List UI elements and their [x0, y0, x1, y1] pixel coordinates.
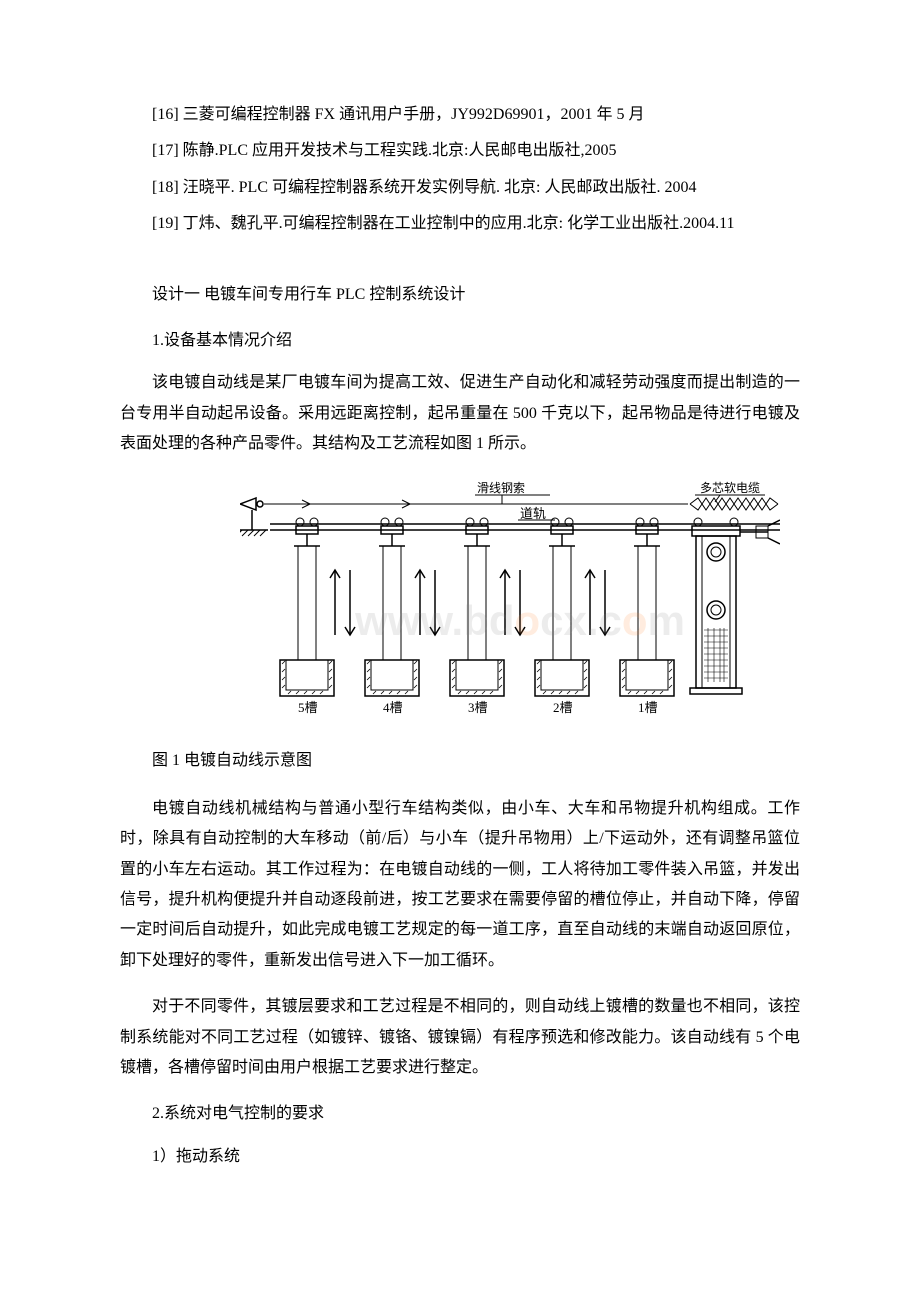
subheading-2: 2.系统对电气控制的要求	[120, 1099, 800, 1129]
tank-label-3: 3槽	[468, 700, 488, 715]
figure-1: 滑线钢索 多芯软电缆 道轨	[240, 480, 800, 730]
tanks	[280, 660, 674, 696]
reference-18: [18] 汪晓平. PLC 可编程控制器系统开发实例导航. 北京: 人民邮政出版…	[120, 173, 800, 203]
label-cable-right: 多芯软电缆	[700, 481, 760, 495]
paragraph-3: 对于不同零件，其镀层要求和工艺过程是不相同的，则自动线上镀槽的数量也不相同，该控…	[120, 992, 800, 1083]
subheading-1: 1.设备基本情况介绍	[120, 326, 800, 356]
label-cable-left: 滑线钢索	[477, 481, 525, 495]
diagram-svg: 滑线钢索 多芯软电缆 道轨	[240, 480, 780, 730]
paragraph-1: 该电镀自动线是某厂电镀车间为提高工效、促进生产自动化和减轻劳动强度而提出制造的一…	[120, 368, 800, 459]
subheading-3: 1）拖动系统	[120, 1142, 800, 1172]
hoist-column	[690, 518, 742, 694]
label-track: 道轨	[520, 506, 546, 521]
tank-label-1: 1槽	[638, 700, 658, 715]
cable-coil	[690, 498, 778, 510]
section-title: 设计一 电镀车间专用行车 PLC 控制系统设计	[120, 280, 800, 310]
tank-label-5: 5槽	[298, 700, 318, 715]
paragraph-2: 电镀自动线机械结构与普通小型行车结构类似，由小车、大车和吊物提升机构组成。工作时…	[120, 794, 800, 976]
reference-16: [16] 三菱可编程控制器 FX 通讯用户手册，JY992D69901，2001…	[120, 100, 800, 130]
arrows	[330, 570, 610, 635]
reference-19: [19] 丁炜、魏孔平.可编程控制器在工业控制中的应用.北京: 化学工业出版社.…	[120, 209, 800, 239]
figure-caption: 图 1 电镀自动线示意图	[120, 746, 800, 776]
tank-label-2: 2槽	[553, 700, 573, 715]
reference-17: [17] 陈静.PLC 应用开发技术与工程实践.北京:人民邮电出版社,2005	[120, 136, 800, 166]
tank-label-4: 4槽	[383, 700, 403, 715]
